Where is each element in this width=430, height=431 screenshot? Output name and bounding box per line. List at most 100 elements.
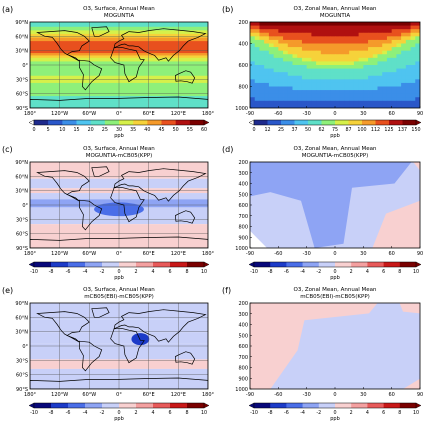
field-cell — [306, 39, 312, 44]
field-cell — [410, 47, 416, 52]
field-cell — [358, 54, 364, 59]
field-cell — [358, 93, 364, 98]
field-cell — [386, 39, 393, 44]
field-cell — [405, 29, 411, 34]
field-cell — [268, 93, 275, 98]
field-cell — [301, 93, 308, 98]
field-cell — [311, 32, 317, 37]
coastline — [79, 59, 103, 91]
field-cell — [287, 61, 293, 66]
colorbar-tick-label: -8 — [268, 410, 273, 416]
field-cell — [278, 61, 284, 66]
field-cell — [353, 22, 360, 26]
colorbar-segment — [351, 403, 368, 408]
field-cell — [363, 68, 369, 73]
colorbar-tick-label: 10 — [413, 269, 419, 275]
field-cell — [391, 86, 397, 91]
coastline — [110, 327, 145, 364]
x-tick-label: 180° — [202, 392, 215, 398]
field-cell — [353, 57, 360, 62]
colorbar-segment — [147, 120, 162, 125]
field-cell — [320, 43, 326, 48]
y-tick-label: 30°S — [16, 217, 28, 223]
field-cell — [368, 29, 374, 34]
field-cell — [330, 68, 336, 73]
field-cell — [250, 50, 256, 55]
colorbar-tick-label: 8 — [185, 410, 188, 416]
field-cell — [250, 25, 256, 30]
difference-region — [403, 378, 420, 389]
field-cell — [273, 54, 279, 59]
colorbar-unit-label: ppb — [114, 275, 124, 281]
field-cell — [368, 25, 374, 30]
field-cell — [339, 43, 345, 48]
colorbar-tick-label: 4 — [151, 410, 154, 416]
field-cell — [335, 90, 341, 95]
field-cell — [405, 36, 411, 41]
field-cell — [339, 57, 345, 62]
field-cell — [259, 72, 265, 77]
colorbar-segment — [318, 262, 336, 267]
field-cell — [297, 29, 303, 34]
y-tick-label: 800 — [238, 225, 248, 231]
field-cell — [311, 75, 317, 80]
colorbar-segment — [189, 120, 205, 125]
field-cell — [382, 47, 388, 52]
colorbar-frame — [33, 402, 205, 409]
field-cell — [396, 104, 402, 108]
field-cell — [410, 29, 416, 34]
y-tick-label: 60°N — [15, 174, 28, 180]
field-cell — [311, 61, 317, 66]
x-tick-label: 0 — [333, 392, 336, 398]
field-cell — [306, 72, 312, 77]
field-cell — [363, 104, 369, 108]
field-cell — [320, 97, 326, 102]
y-tick-label: 400 — [238, 182, 248, 188]
x-tick-label: -60 — [274, 251, 282, 257]
field-cell — [283, 47, 289, 52]
field-cell — [335, 32, 341, 37]
field-cell — [377, 50, 383, 55]
field-cell — [259, 82, 265, 87]
field-cell — [410, 100, 416, 105]
field-cell — [292, 82, 298, 87]
field-cell — [386, 25, 393, 30]
y-tick-label: 30°N — [15, 189, 28, 195]
colorbar-segment — [302, 262, 320, 267]
field-cell — [283, 25, 289, 30]
field-cell — [311, 104, 317, 108]
field-cell — [353, 93, 360, 98]
y-tick-label: 60°S — [16, 232, 28, 238]
colorbar-unit-label: ppb — [330, 416, 340, 422]
field-cell — [283, 75, 289, 80]
field-cell — [382, 90, 388, 95]
field-cell — [259, 68, 265, 73]
field-cell — [268, 47, 275, 52]
x-tick-label: 60°W — [82, 392, 96, 398]
field-cell — [283, 100, 289, 105]
colorbar-segment — [51, 262, 69, 267]
field-cell — [344, 43, 350, 48]
field-cell — [330, 79, 336, 84]
field-cell — [401, 104, 407, 108]
field-cell — [301, 104, 308, 108]
map-area-c — [30, 162, 208, 248]
colorbar-min-extension — [248, 261, 255, 268]
field-cell — [311, 100, 317, 105]
field-cell — [353, 97, 360, 102]
field-cell — [415, 65, 420, 69]
field-cell — [415, 75, 420, 80]
colorbar-tick-label: 112 — [371, 127, 380, 133]
field-cell — [259, 86, 265, 91]
field-cell — [330, 54, 336, 59]
field-cell — [250, 36, 256, 41]
field-cell — [268, 86, 275, 91]
colorbar-segment — [318, 403, 336, 408]
field-cell — [283, 32, 289, 37]
field-cell — [297, 32, 303, 37]
field-cell — [330, 75, 336, 80]
field-cell — [339, 86, 345, 91]
field-cell — [264, 36, 270, 41]
field-cell — [353, 100, 360, 105]
